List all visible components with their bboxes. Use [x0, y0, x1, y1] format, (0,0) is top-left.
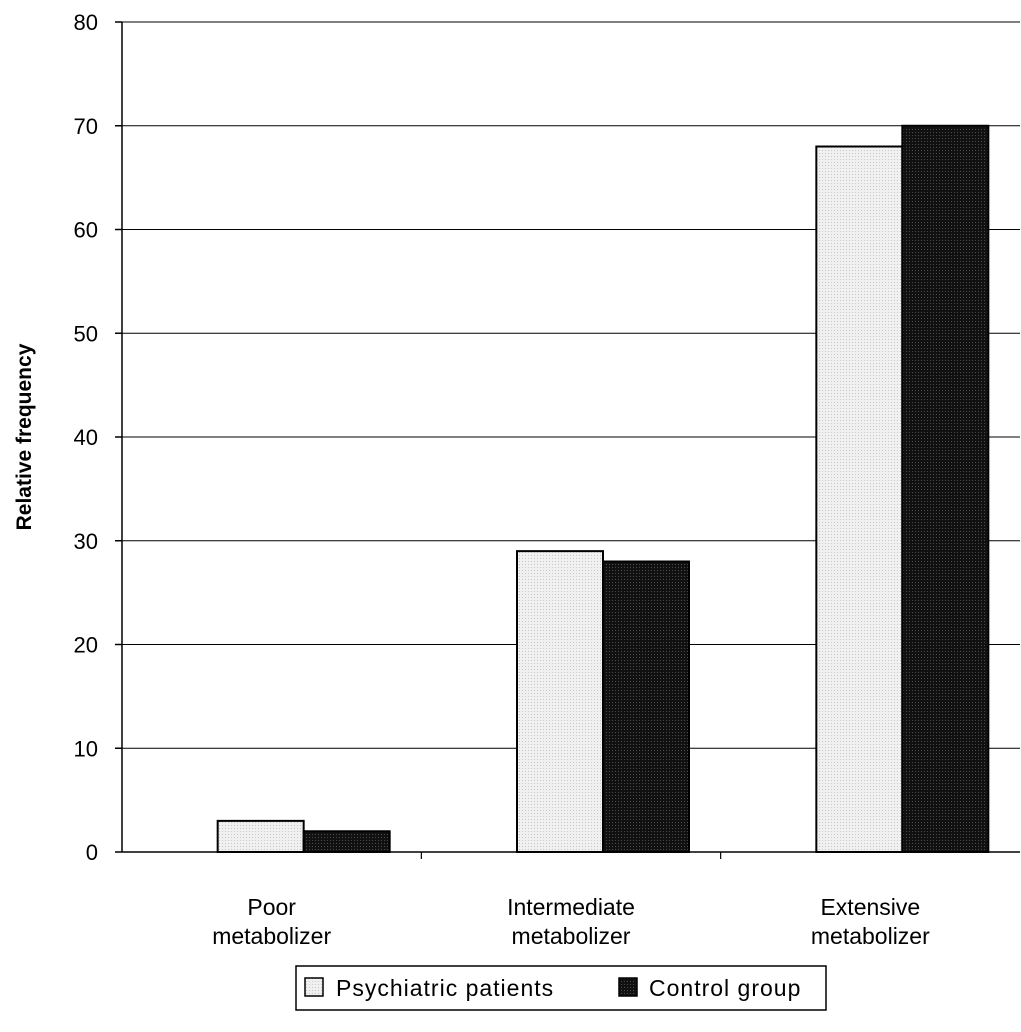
labels: 0 10 20 30 40 50 60 70 80 Poor metabolizer Intermed… — [13, 10, 930, 949]
x-category-label: Intermediate metabolizer — [507, 894, 635, 949]
legend-swatch-control-group — [618, 977, 638, 997]
legend-swatch-psychiatric-patients — [304, 977, 324, 997]
bar-control-group — [901, 124, 990, 853]
legend: Psychiatric patients Control group — [295, 965, 827, 1011]
bars — [216, 124, 990, 853]
y-tick-label: 30 — [74, 529, 98, 554]
y-tick-label: 60 — [74, 218, 98, 243]
y-tick-label: 10 — [74, 736, 98, 761]
x-category-label: Poor metabolizer — [212, 894, 331, 949]
bar-psychiatric-patients — [516, 550, 604, 853]
grid-lines — [122, 21, 1020, 749]
bar-control-group — [602, 560, 690, 853]
bar-control-group — [302, 830, 391, 853]
x-category-label: Extensive metabolizer — [811, 894, 930, 949]
axes — [115, 21, 1020, 859]
y-tick-label: 80 — [74, 10, 98, 35]
legend-label-psychiatric-patients: Psychiatric patients — [336, 975, 554, 1001]
y-tick-label: 50 — [74, 321, 98, 346]
legend-label-control-group: Control group — [649, 975, 801, 1001]
legend-box — [295, 965, 827, 1011]
y-tick-label: 20 — [74, 633, 98, 658]
y-tick-label: 40 — [74, 425, 98, 450]
bar-psychiatric-patients — [815, 145, 904, 853]
y-axis-title: Relative frequency — [13, 343, 36, 530]
y-tick-label: 0 — [86, 840, 98, 865]
y-tick-label: 70 — [74, 114, 98, 139]
bar-psychiatric-patients — [216, 819, 305, 853]
